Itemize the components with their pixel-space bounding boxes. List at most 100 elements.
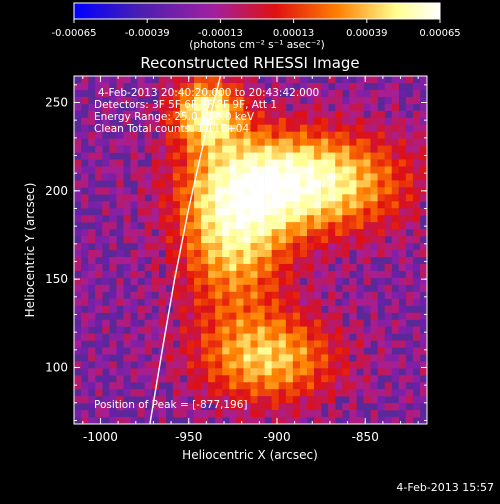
heatmap-cell xyxy=(243,312,251,320)
heatmap-cell xyxy=(278,208,287,216)
heatmap-cell xyxy=(335,243,343,251)
heatmap-cell xyxy=(384,187,392,195)
heatmap-cell xyxy=(264,229,272,237)
heatmap-cell xyxy=(236,110,244,119)
heatmap-cell xyxy=(314,284,322,293)
heatmap-cell xyxy=(102,319,110,327)
heatmap-cell xyxy=(165,222,174,230)
heatmap-cell xyxy=(328,187,336,195)
heatmap-cell xyxy=(356,103,364,112)
heatmap-cell xyxy=(179,236,188,244)
heatmap-cell xyxy=(306,103,315,112)
heatmap-cell xyxy=(384,263,392,272)
heatmap-cell xyxy=(391,180,400,188)
heatmap-cell xyxy=(116,375,124,383)
heatmap-cell xyxy=(158,305,167,313)
heatmap-cell xyxy=(172,159,181,167)
heatmap-cell xyxy=(349,389,357,397)
heatmap-cell xyxy=(356,82,364,91)
heatmap-cell xyxy=(299,89,308,98)
heatmap-cell xyxy=(229,229,237,237)
heatmap-cell xyxy=(384,354,392,362)
heatmap-cell xyxy=(356,215,364,223)
heatmap-cell xyxy=(264,76,272,84)
heatmap-cell xyxy=(186,89,195,98)
heatmap-cell xyxy=(299,208,308,216)
heatmap-cell xyxy=(299,347,308,355)
heatmap-cell xyxy=(419,319,427,327)
heatmap-cell xyxy=(342,354,350,362)
heatmap-cell xyxy=(398,361,407,369)
heatmap-cell xyxy=(391,138,400,146)
heatmap-cell xyxy=(88,117,96,126)
heatmap-cell xyxy=(292,250,301,258)
heatmap-cell xyxy=(285,347,294,355)
heatmap-cell xyxy=(165,270,174,279)
heatmap-cell xyxy=(236,243,244,251)
heatmap-cell xyxy=(229,375,237,383)
heatmap-cell xyxy=(321,361,329,369)
heatmap-cell xyxy=(271,305,280,313)
heatmap-cell xyxy=(384,403,392,411)
heatmap-cell xyxy=(144,201,152,209)
heatmap-cell xyxy=(384,361,392,369)
heatmap-cell xyxy=(229,417,237,424)
heatmap-cell xyxy=(264,396,272,404)
heatmap-cell xyxy=(151,243,160,251)
heatmap-cell xyxy=(250,403,258,411)
heatmap-cell xyxy=(321,263,329,272)
heatmap-cell xyxy=(109,382,117,390)
heatmap-cell xyxy=(158,396,167,404)
heatmap-cell xyxy=(278,215,287,223)
heatmap-cell xyxy=(257,166,265,174)
heatmap-cell xyxy=(391,89,400,98)
heatmap-cell xyxy=(250,396,258,404)
heatmap-cell xyxy=(222,89,230,98)
heatmap-cell xyxy=(81,229,89,237)
heatmap-cell xyxy=(215,284,223,293)
heatmap-cell xyxy=(314,305,322,313)
heatmap-cell xyxy=(299,284,308,293)
heatmap-cell xyxy=(285,194,294,202)
heatmap-cell xyxy=(81,243,89,251)
heatmap-cell xyxy=(391,354,400,362)
heatmap-cell xyxy=(335,229,343,237)
heatmap-cell xyxy=(144,375,152,383)
heatmap-cell xyxy=(201,368,209,376)
heatmap-cell xyxy=(271,187,280,195)
heatmap-cell xyxy=(137,347,145,355)
heatmap-cell xyxy=(384,291,392,300)
heatmap-cell xyxy=(412,382,421,390)
heatmap-cell xyxy=(208,76,216,84)
heatmap-cell xyxy=(264,277,272,286)
heatmap-cell xyxy=(335,236,343,244)
heatmap-cell xyxy=(349,208,357,216)
heatmap-cell xyxy=(370,145,378,153)
heatmap-cell xyxy=(356,194,364,202)
heatmap-cell xyxy=(165,152,174,160)
heatmap-cell xyxy=(172,250,181,258)
heatmap-cell xyxy=(158,201,167,209)
heatmap-cell xyxy=(137,215,145,223)
heatmap-cell xyxy=(95,250,103,258)
heatmap-cell xyxy=(264,215,272,223)
heatmap-cell xyxy=(299,410,308,418)
heatmap-cell xyxy=(222,173,230,181)
heatmap-cell xyxy=(222,96,230,105)
heatmap-cell xyxy=(306,138,315,146)
heatmap-cell xyxy=(186,243,195,251)
heatmap-cell xyxy=(398,180,407,188)
heatmap-cell xyxy=(342,215,350,223)
heatmap-cell xyxy=(229,319,237,327)
heatmap-cell xyxy=(201,159,209,167)
heatmap-cell xyxy=(186,305,195,313)
heatmap-cell xyxy=(328,396,336,404)
heatmap-cell xyxy=(342,187,350,195)
colorbar-tick-label: 0.00013 xyxy=(273,28,314,39)
heatmap-cell xyxy=(194,194,202,202)
heatmap-cell xyxy=(165,166,174,174)
heatmap-cell xyxy=(328,354,336,362)
heatmap-cell xyxy=(243,89,251,98)
heatmap-cell xyxy=(370,396,378,404)
heatmap-cell xyxy=(349,243,357,251)
